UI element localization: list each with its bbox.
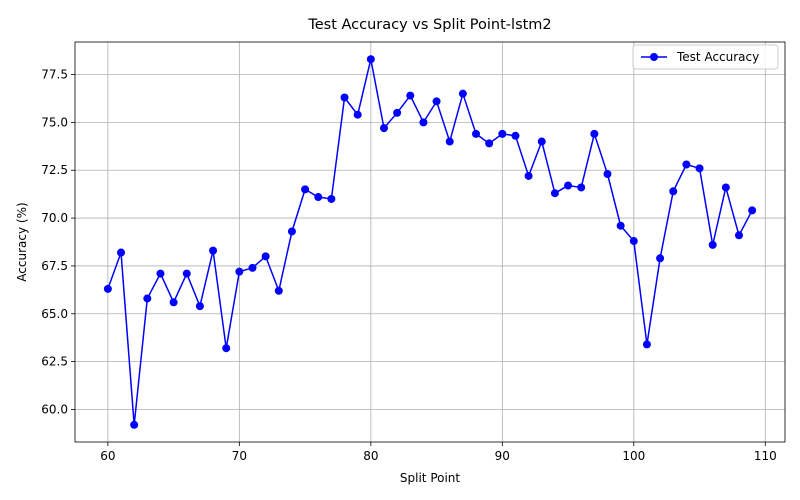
data-point — [143, 294, 152, 303]
x-tick-label: 90 — [495, 449, 510, 463]
y-tick-label: 62.5 — [41, 355, 68, 369]
data-point — [485, 139, 494, 148]
data-point — [274, 286, 283, 295]
data-point — [156, 269, 165, 278]
grid — [75, 42, 785, 442]
legend-entry-label: Test Accuracy — [676, 50, 759, 64]
legend-marker — [650, 53, 658, 61]
data-point — [550, 189, 559, 198]
series-line — [107, 59, 753, 425]
data-point — [366, 55, 375, 64]
x-tick-label: 110 — [754, 449, 777, 463]
data-point — [235, 267, 244, 276]
x-axis-label: Split Point — [400, 471, 461, 485]
data-point — [432, 97, 441, 106]
y-tick-label: 70.0 — [41, 211, 68, 225]
data-point — [340, 93, 349, 102]
y-tick-label: 72.5 — [41, 163, 68, 177]
data-point — [708, 240, 717, 249]
legend: Test Accuracy — [632, 44, 779, 70]
data-point — [130, 420, 139, 429]
data-point — [327, 194, 336, 203]
data-point — [222, 344, 231, 353]
x-tick-label: 80 — [363, 449, 378, 463]
data-point — [629, 237, 638, 246]
data-point — [445, 137, 454, 146]
data-point — [564, 181, 573, 190]
data-point — [524, 171, 533, 180]
x-tick-label: 70 — [232, 449, 247, 463]
data-point — [353, 110, 362, 119]
y-tick-label: 67.5 — [41, 259, 68, 273]
x-tick-label: 60 — [100, 449, 115, 463]
data-point — [537, 137, 546, 146]
data-point — [182, 269, 191, 278]
data-point — [209, 246, 218, 255]
data-point — [498, 129, 507, 138]
data-point — [248, 263, 257, 272]
data-point — [419, 118, 428, 127]
axes: 60 70 80 90 100 110 60.0 62.5 65.0 67.5 70.0 72.5 75… — [41, 41, 786, 463]
y-tick-label: 77.5 — [41, 68, 68, 82]
data-point — [590, 129, 599, 138]
data-point — [734, 231, 743, 240]
data-point — [616, 221, 625, 230]
data-point — [642, 340, 651, 349]
y-tick-label: 65.0 — [41, 307, 68, 321]
y-tick-label: 60.0 — [41, 402, 68, 416]
y-tick-label: 75.0 — [41, 115, 68, 129]
chart-title: Test Accuracy vs Split Point-lstm2 — [307, 17, 551, 33]
data-point — [695, 164, 704, 173]
data-point — [314, 193, 323, 202]
data-point — [721, 183, 730, 192]
data-point — [103, 284, 112, 293]
data-point — [406, 91, 415, 100]
plot-frame — [74, 41, 786, 443]
data-point — [669, 187, 678, 196]
data-point — [603, 170, 612, 179]
data-point — [195, 302, 204, 311]
data-point — [511, 131, 520, 140]
x-tick-label: 100 — [622, 449, 645, 463]
data-point — [472, 129, 481, 138]
data-point — [577, 183, 586, 192]
data-point — [287, 227, 296, 236]
data-point — [393, 108, 402, 117]
data-point — [458, 89, 467, 98]
data-point — [261, 252, 270, 261]
data-point — [117, 248, 126, 257]
series-layer — [103, 55, 757, 429]
data-point — [682, 160, 691, 169]
y-axis-label: Accuracy (%) — [15, 202, 29, 281]
legend-box — [632, 44, 779, 70]
data-point — [301, 185, 310, 194]
data-point — [169, 298, 178, 307]
data-point — [656, 254, 665, 263]
data-point — [748, 206, 757, 215]
data-point — [379, 124, 388, 133]
